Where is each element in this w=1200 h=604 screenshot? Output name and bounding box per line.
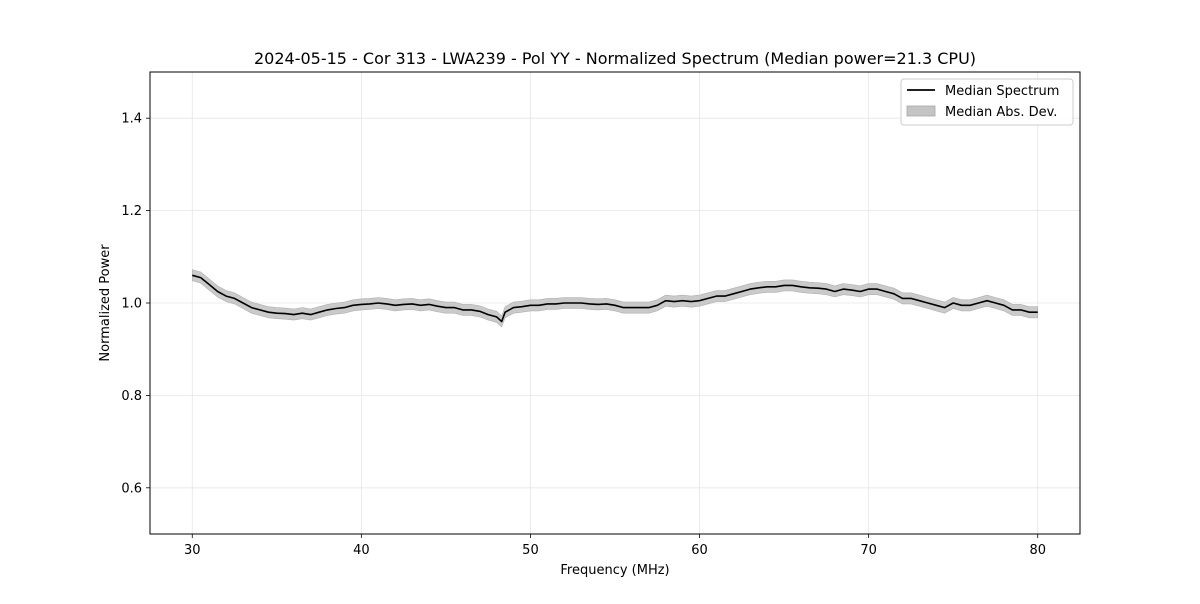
median-spectrum-line — [192, 274, 1038, 323]
legend-label-median-abs-dev: Median Abs. Dev. — [945, 105, 1057, 120]
y-axis-ticks: 0.6 0.8 1.0 1.2 1.4 — [121, 112, 150, 496]
x-axis-ticks: 30 40 50 60 70 80 — [184, 534, 1046, 558]
x-tick-label: 70 — [860, 543, 877, 558]
legend-box — [900, 78, 1074, 126]
y-tick-label: 1.4 — [121, 112, 142, 127]
mad-band-layer — [192, 269, 1038, 328]
x-tick-label: 80 — [1029, 543, 1046, 558]
legend-label-median-spectrum: Median Spectrum — [945, 84, 1059, 99]
x-tick-label: 60 — [691, 543, 708, 558]
y-tick-label: 0.6 — [121, 481, 142, 496]
x-tick-label: 50 — [522, 543, 539, 558]
legend: Median Spectrum Median Abs. Dev. — [900, 78, 1074, 126]
mad-band — [192, 269, 1038, 328]
median-line-layer — [192, 274, 1038, 323]
x-axis-label: Frequency (MHz) — [560, 563, 669, 578]
y-axis-label: Normalized Power — [98, 244, 113, 362]
y-tick-label: 1.0 — [121, 297, 142, 312]
legend-band-swatch — [906, 105, 936, 117]
x-tick-label: 30 — [184, 543, 201, 558]
x-tick-label: 40 — [353, 543, 370, 558]
y-tick-label: 0.8 — [121, 389, 142, 404]
y-tick-label: 1.2 — [121, 204, 142, 219]
chart-title: 2024-05-15 - Cor 313 - LWA239 - Pol YY -… — [254, 49, 976, 68]
